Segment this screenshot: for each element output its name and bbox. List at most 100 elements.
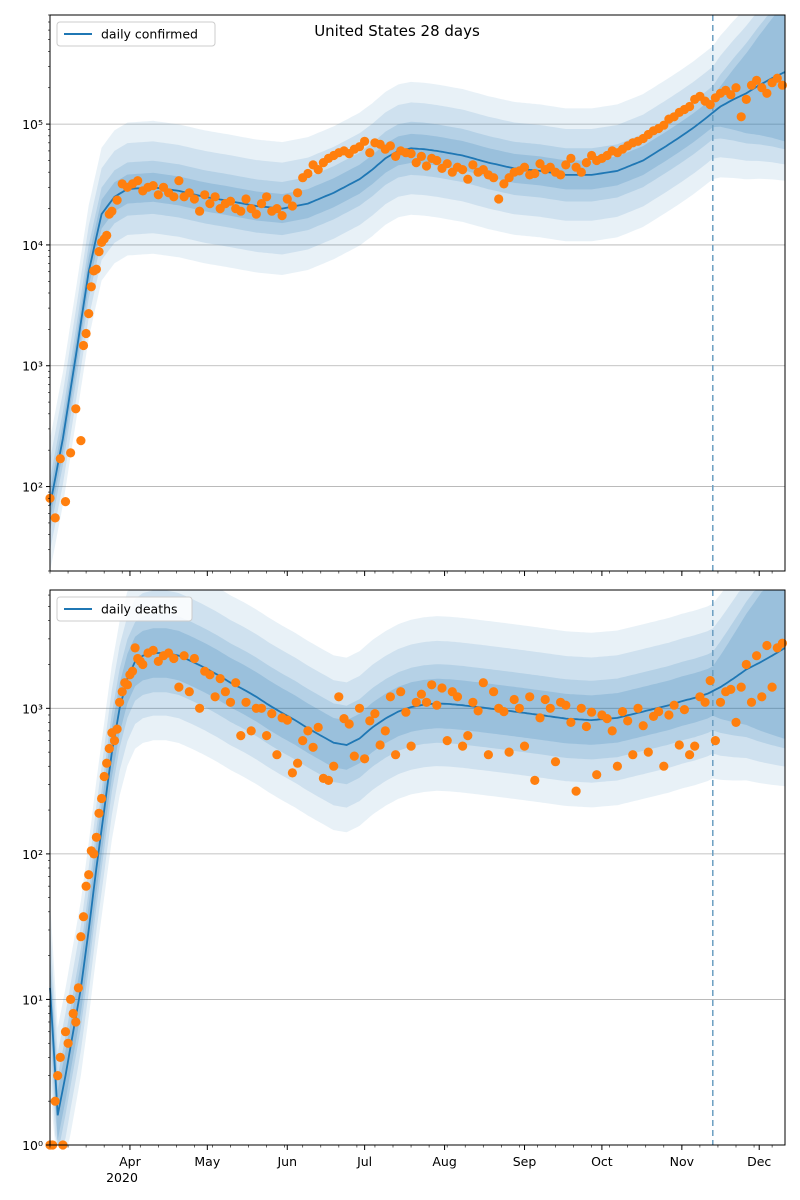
observed-point xyxy=(494,194,504,204)
observed-point xyxy=(674,740,684,750)
observed-point xyxy=(189,653,199,664)
observed-point xyxy=(566,153,576,163)
observed-point xyxy=(504,747,514,757)
observed-point xyxy=(71,1017,81,1027)
observed-point xyxy=(107,206,117,216)
observed-point xyxy=(122,680,132,690)
deaths-observed-points xyxy=(45,638,788,1150)
observed-point xyxy=(231,678,241,688)
confirmed-model-line xyxy=(49,71,786,506)
observed-point xyxy=(705,100,715,110)
observed-point xyxy=(700,697,710,707)
observed-point xyxy=(633,703,643,713)
model-line xyxy=(49,71,786,506)
observed-point xyxy=(323,775,334,786)
observed-point xyxy=(427,680,437,690)
x-tick-label: Sep xyxy=(513,1154,537,1169)
observed-point xyxy=(115,697,125,707)
observed-point xyxy=(184,687,194,697)
deaths-legend-label: daily deaths xyxy=(101,602,178,617)
observed-point xyxy=(55,1052,65,1062)
observed-point xyxy=(102,758,112,768)
observed-point xyxy=(519,162,530,172)
observed-point xyxy=(385,692,395,702)
observed-point xyxy=(71,404,81,414)
observed-point xyxy=(530,775,540,786)
observed-point xyxy=(411,697,421,707)
deaths-y-axis: 10⁰ 10¹ 10² 10³ xyxy=(22,594,50,1153)
observed-point xyxy=(432,700,442,710)
observed-point xyxy=(179,651,189,661)
observed-point xyxy=(561,160,571,170)
observed-point xyxy=(540,694,550,705)
observed-point xyxy=(556,170,566,180)
observed-point xyxy=(406,741,416,751)
observed-point xyxy=(654,707,664,717)
y-tick-label: 10¹ xyxy=(22,992,43,1007)
observed-point xyxy=(731,717,741,728)
observed-point xyxy=(442,736,452,746)
observed-point xyxy=(396,687,406,697)
observed-point xyxy=(576,167,586,177)
observed-point xyxy=(308,742,318,752)
observed-point xyxy=(256,199,267,209)
observed-point xyxy=(777,638,788,648)
observed-point xyxy=(581,721,592,732)
observed-point xyxy=(148,645,158,656)
observed-point xyxy=(731,83,741,93)
observed-point xyxy=(623,716,633,726)
observed-point xyxy=(561,700,571,710)
observed-point xyxy=(576,703,586,713)
observed-point xyxy=(736,682,746,692)
y-tick-label: 10² xyxy=(22,847,43,862)
confirmed-plot-area xyxy=(50,15,785,571)
observed-point xyxy=(81,881,91,891)
observed-point xyxy=(452,692,463,702)
observed-point xyxy=(664,710,674,720)
observed-point xyxy=(104,743,114,754)
observed-point xyxy=(99,771,109,782)
observed-point xyxy=(287,768,297,778)
observed-point xyxy=(256,703,267,713)
observed-point xyxy=(53,1071,63,1081)
observed-point xyxy=(282,194,292,204)
observed-point xyxy=(262,192,272,202)
observed-point xyxy=(50,513,60,523)
observed-point xyxy=(468,697,478,707)
observed-point xyxy=(762,640,772,651)
deaths-legend-box xyxy=(56,596,193,622)
observed-point xyxy=(272,204,282,214)
observed-point xyxy=(365,716,375,726)
observed-point xyxy=(246,726,256,736)
observed-point xyxy=(282,715,292,725)
observed-point xyxy=(587,707,597,717)
observed-point xyxy=(66,994,76,1005)
observed-point xyxy=(210,692,220,702)
observed-point xyxy=(241,697,251,707)
observed-point xyxy=(752,75,762,85)
observed-point xyxy=(148,181,158,191)
observed-point xyxy=(638,721,648,731)
observed-point xyxy=(210,192,220,202)
observed-point xyxy=(416,151,426,161)
observed-point xyxy=(174,176,184,186)
deaths-panel: 10⁰ 10¹ 10² 10³ Apr May Jun Jul Aug Sep Oct Nov Dec… xyxy=(22,589,788,1185)
observed-point xyxy=(86,282,96,292)
observed-point xyxy=(385,141,395,151)
observed-point xyxy=(643,747,653,757)
y-tick-label: 10³ xyxy=(22,701,43,716)
observed-point xyxy=(76,932,86,942)
observed-point xyxy=(189,194,199,204)
observed-point xyxy=(195,206,205,216)
observed-point xyxy=(416,689,426,699)
observed-point xyxy=(566,717,576,728)
x-tick-label: Nov xyxy=(670,1154,695,1169)
observed-point xyxy=(550,757,561,767)
observed-point xyxy=(117,687,127,697)
observed-point xyxy=(127,666,138,676)
observed-point xyxy=(78,340,89,351)
observed-point xyxy=(489,173,499,183)
observed-point xyxy=(468,160,478,170)
observed-point xyxy=(153,190,163,200)
